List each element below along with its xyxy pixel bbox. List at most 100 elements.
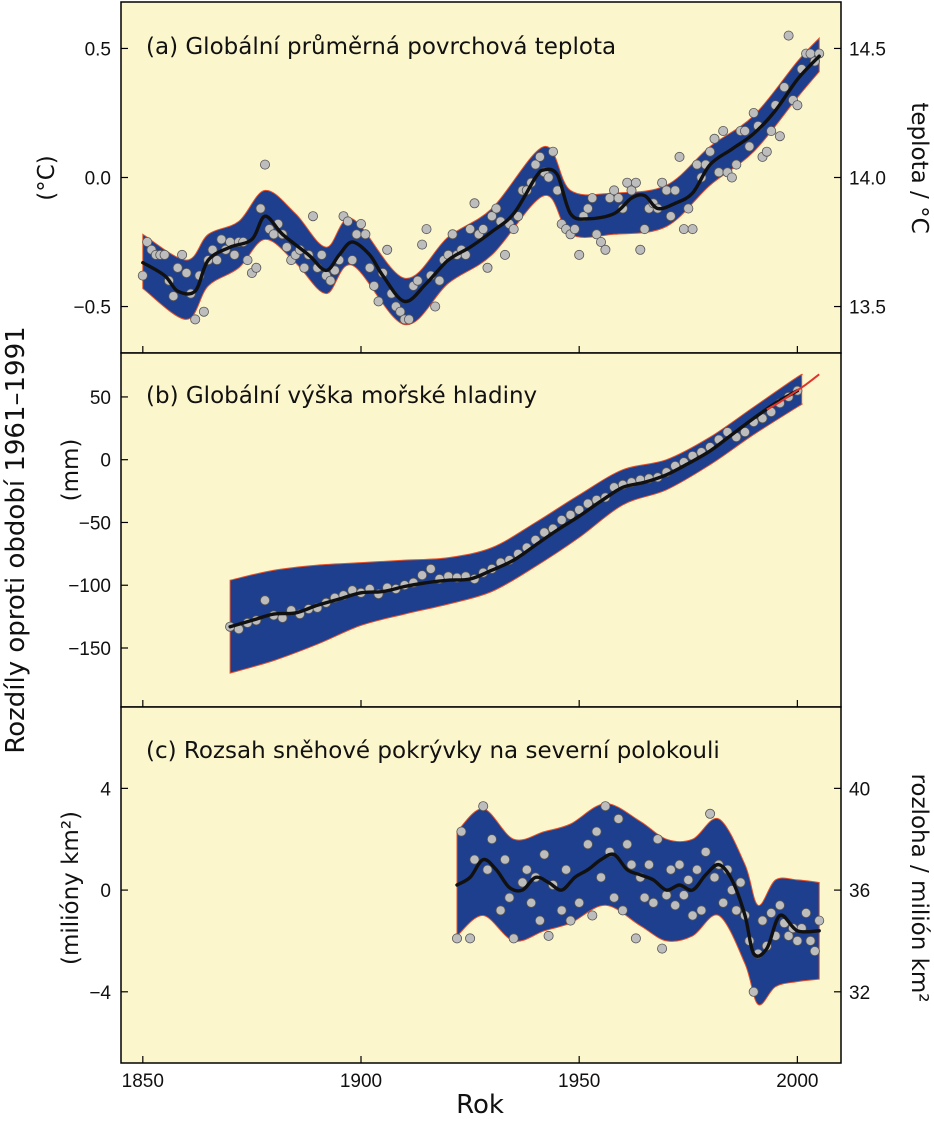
smoothed-curve [455, 852, 821, 958]
data-point [198, 306, 209, 317]
data-point [369, 280, 380, 291]
data-point [652, 834, 663, 845]
data-point [635, 244, 646, 255]
data-point [530, 159, 541, 170]
data-point [709, 872, 720, 883]
right-axis-label: rozloha / milión km² [906, 773, 932, 1002]
data-point [281, 242, 292, 253]
x-tick-label: 2000 [776, 1071, 818, 1092]
data-point [613, 193, 624, 204]
data-point [508, 224, 519, 235]
data-point [526, 897, 537, 908]
data-point [360, 229, 371, 240]
y-tick-label: −4 [89, 983, 111, 1004]
data-point [783, 30, 794, 41]
y-tick-label: 4 [100, 779, 111, 800]
data-point [259, 595, 270, 606]
right-tick-label: 13.5 [849, 298, 886, 319]
y-tick-label: 0 [100, 451, 111, 472]
data-point [705, 146, 716, 157]
data-point [713, 167, 724, 178]
data-point [451, 933, 462, 944]
data-point [809, 946, 820, 957]
data-point [582, 839, 593, 850]
data-point [211, 255, 222, 266]
data-point [347, 255, 358, 266]
data-point [718, 126, 729, 137]
data-point [687, 224, 698, 235]
data-point [744, 141, 755, 152]
data-point [665, 864, 676, 875]
right-tick-label: 40 [849, 779, 870, 800]
data-point [190, 314, 201, 325]
data-point [565, 509, 576, 520]
data-point [447, 229, 458, 240]
data-point [792, 935, 803, 946]
y-tick-label: −0.5 [73, 298, 111, 319]
data-point [539, 849, 550, 860]
uncertainty-band [229, 373, 803, 674]
data-point [478, 224, 489, 235]
y-tick-label: 0.0 [85, 169, 111, 190]
data-point [740, 427, 751, 438]
y-axis-label: (milióny km²) [58, 811, 84, 965]
data-point [491, 203, 502, 214]
data-point [469, 854, 480, 865]
tick-group: 50 0 −50 −100 −150 [68, 388, 798, 707]
data-point [508, 933, 519, 944]
data-point [670, 185, 681, 196]
data-point [591, 826, 602, 837]
data-point [456, 826, 467, 837]
data-point [582, 203, 593, 214]
data-point [735, 877, 746, 888]
y-tick-label: 50 [90, 388, 111, 409]
data-point [242, 255, 253, 266]
smoothed-curve-group [455, 852, 821, 958]
data-point [726, 172, 737, 183]
data-point [766, 908, 777, 919]
data-point [609, 892, 620, 903]
data-point [630, 177, 641, 188]
data-point [478, 801, 489, 812]
panel-title: (b) Globální výška mořské hladiny [146, 383, 537, 409]
data-point [342, 216, 353, 227]
data-point [692, 864, 703, 875]
data-point [556, 905, 567, 916]
data-point [137, 270, 148, 281]
panel-temperature: 0.5 0.0 −0.5 14.5 14.0 13.5 (a) Globální prům… [34, 1, 932, 354]
data-point [159, 249, 170, 260]
data-point [543, 172, 554, 183]
data-point [534, 915, 545, 926]
data-point [683, 874, 694, 885]
data-point [268, 229, 279, 240]
data-point [482, 864, 493, 875]
data-point [255, 203, 266, 214]
data-point [709, 133, 720, 144]
data-point [569, 224, 580, 235]
data-point [299, 262, 310, 273]
panel-title: (a) Globální průměrná povrchová teplota [146, 33, 616, 60]
data-point [325, 275, 336, 286]
smoothed-curve-group [141, 54, 821, 304]
data-point [596, 872, 607, 883]
data-point [731, 159, 742, 170]
panel-sea-level: 50 0 −50 −100 −150 (b) Globální výška mořské… [58, 352, 842, 708]
y-tick-label: −150 [68, 639, 111, 660]
data-point [761, 146, 772, 157]
data-point [805, 935, 816, 946]
data-point [600, 244, 611, 255]
right-tick-label: 14.5 [849, 39, 886, 60]
data-point [661, 890, 672, 901]
data-point [648, 897, 659, 908]
x-tick-label: 1850 [122, 1071, 164, 1092]
data-point [229, 249, 240, 260]
data-point [421, 224, 432, 235]
data-point [683, 203, 694, 214]
data-point [177, 249, 188, 260]
y-tick-label: 0 [100, 881, 111, 902]
data-point [587, 193, 598, 204]
right-tick-label: 36 [849, 881, 870, 902]
data-point [307, 211, 318, 222]
